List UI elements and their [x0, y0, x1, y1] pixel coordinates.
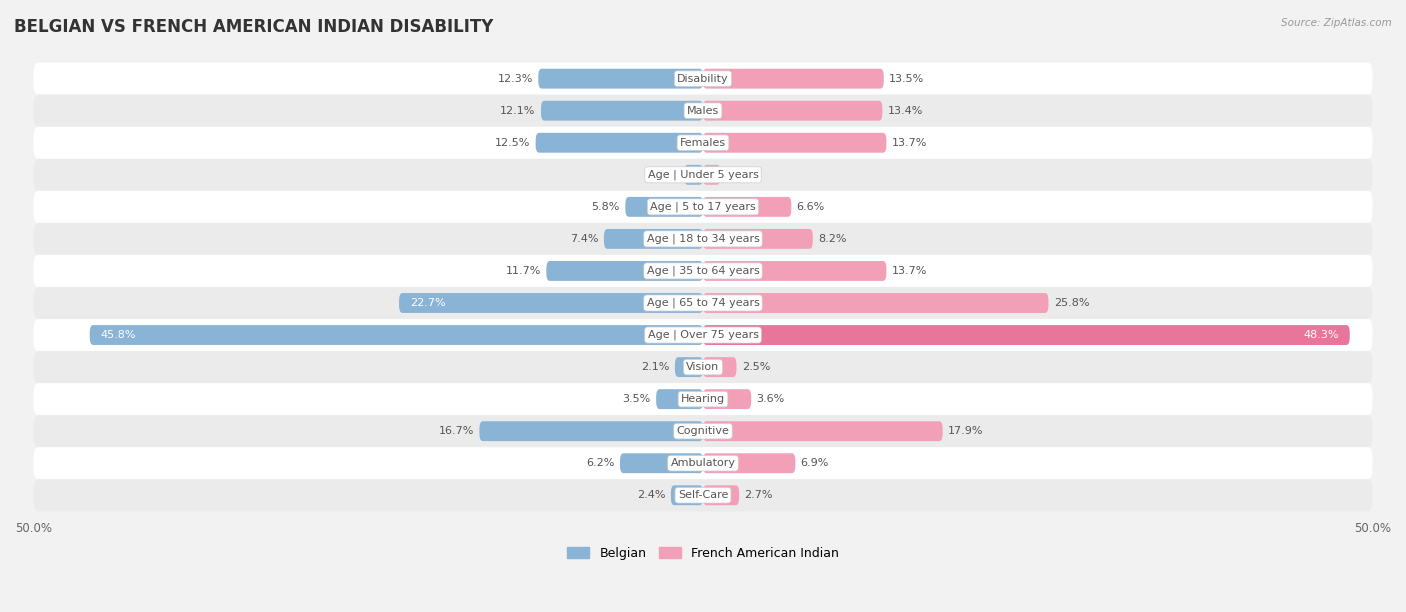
FancyBboxPatch shape	[34, 95, 1372, 127]
Text: 6.9%: 6.9%	[801, 458, 830, 468]
FancyBboxPatch shape	[34, 319, 1372, 351]
FancyBboxPatch shape	[626, 197, 703, 217]
Text: 13.7%: 13.7%	[891, 266, 927, 276]
Text: 48.3%: 48.3%	[1303, 330, 1339, 340]
FancyBboxPatch shape	[399, 293, 703, 313]
FancyBboxPatch shape	[34, 447, 1372, 479]
Text: Vision: Vision	[686, 362, 720, 372]
Text: Cognitive: Cognitive	[676, 426, 730, 436]
Text: 16.7%: 16.7%	[439, 426, 474, 436]
Text: 13.4%: 13.4%	[887, 106, 924, 116]
Text: 12.3%: 12.3%	[498, 73, 533, 84]
Text: Age | 65 to 74 years: Age | 65 to 74 years	[647, 298, 759, 308]
Text: 3.5%: 3.5%	[623, 394, 651, 404]
Text: Males: Males	[688, 106, 718, 116]
Text: 13.5%: 13.5%	[889, 73, 924, 84]
FancyBboxPatch shape	[547, 261, 703, 281]
FancyBboxPatch shape	[620, 453, 703, 473]
FancyBboxPatch shape	[703, 261, 886, 281]
FancyBboxPatch shape	[685, 165, 703, 185]
Text: 17.9%: 17.9%	[948, 426, 984, 436]
FancyBboxPatch shape	[703, 357, 737, 377]
FancyBboxPatch shape	[703, 101, 883, 121]
Text: Age | Over 75 years: Age | Over 75 years	[648, 330, 758, 340]
FancyBboxPatch shape	[34, 479, 1372, 511]
FancyBboxPatch shape	[479, 421, 703, 441]
Text: Age | 18 to 34 years: Age | 18 to 34 years	[647, 234, 759, 244]
FancyBboxPatch shape	[34, 159, 1372, 191]
FancyBboxPatch shape	[703, 197, 792, 217]
FancyBboxPatch shape	[90, 325, 703, 345]
Text: 1.4%: 1.4%	[651, 170, 679, 180]
Text: Disability: Disability	[678, 73, 728, 84]
Text: 7.4%: 7.4%	[569, 234, 599, 244]
Text: 8.2%: 8.2%	[818, 234, 846, 244]
Legend: Belgian, French American Indian: Belgian, French American Indian	[562, 542, 844, 565]
FancyBboxPatch shape	[34, 351, 1372, 383]
Text: 1.3%: 1.3%	[725, 170, 754, 180]
FancyBboxPatch shape	[671, 485, 703, 505]
FancyBboxPatch shape	[703, 421, 942, 441]
FancyBboxPatch shape	[34, 287, 1372, 319]
Text: Age | 5 to 17 years: Age | 5 to 17 years	[650, 201, 756, 212]
Text: 12.5%: 12.5%	[495, 138, 530, 147]
Text: 45.8%: 45.8%	[100, 330, 136, 340]
Text: 3.6%: 3.6%	[756, 394, 785, 404]
Text: 6.6%: 6.6%	[797, 202, 825, 212]
Text: Females: Females	[681, 138, 725, 147]
FancyBboxPatch shape	[675, 357, 703, 377]
FancyBboxPatch shape	[703, 485, 740, 505]
FancyBboxPatch shape	[703, 133, 886, 153]
Text: Self-Care: Self-Care	[678, 490, 728, 500]
Text: 2.5%: 2.5%	[742, 362, 770, 372]
FancyBboxPatch shape	[703, 69, 884, 89]
FancyBboxPatch shape	[34, 127, 1372, 159]
Text: BELGIAN VS FRENCH AMERICAN INDIAN DISABILITY: BELGIAN VS FRENCH AMERICAN INDIAN DISABI…	[14, 18, 494, 36]
Text: 2.4%: 2.4%	[637, 490, 665, 500]
FancyBboxPatch shape	[703, 389, 751, 409]
Text: 2.1%: 2.1%	[641, 362, 669, 372]
Text: 22.7%: 22.7%	[409, 298, 446, 308]
FancyBboxPatch shape	[34, 191, 1372, 223]
Text: Age | 35 to 64 years: Age | 35 to 64 years	[647, 266, 759, 276]
Text: 25.8%: 25.8%	[1054, 298, 1090, 308]
Text: 11.7%: 11.7%	[506, 266, 541, 276]
FancyBboxPatch shape	[34, 223, 1372, 255]
FancyBboxPatch shape	[541, 101, 703, 121]
Text: 5.8%: 5.8%	[592, 202, 620, 212]
Text: Hearing: Hearing	[681, 394, 725, 404]
FancyBboxPatch shape	[34, 415, 1372, 447]
FancyBboxPatch shape	[605, 229, 703, 249]
FancyBboxPatch shape	[703, 325, 1350, 345]
FancyBboxPatch shape	[34, 255, 1372, 287]
Text: Age | Under 5 years: Age | Under 5 years	[648, 170, 758, 180]
Text: 2.7%: 2.7%	[745, 490, 773, 500]
Text: 13.7%: 13.7%	[891, 138, 927, 147]
FancyBboxPatch shape	[703, 229, 813, 249]
FancyBboxPatch shape	[657, 389, 703, 409]
Text: Ambulatory: Ambulatory	[671, 458, 735, 468]
Text: Source: ZipAtlas.com: Source: ZipAtlas.com	[1281, 18, 1392, 28]
Text: 12.1%: 12.1%	[501, 106, 536, 116]
FancyBboxPatch shape	[703, 165, 720, 185]
FancyBboxPatch shape	[536, 133, 703, 153]
FancyBboxPatch shape	[34, 62, 1372, 95]
FancyBboxPatch shape	[703, 453, 796, 473]
FancyBboxPatch shape	[34, 383, 1372, 415]
FancyBboxPatch shape	[703, 293, 1049, 313]
Text: 6.2%: 6.2%	[586, 458, 614, 468]
FancyBboxPatch shape	[538, 69, 703, 89]
